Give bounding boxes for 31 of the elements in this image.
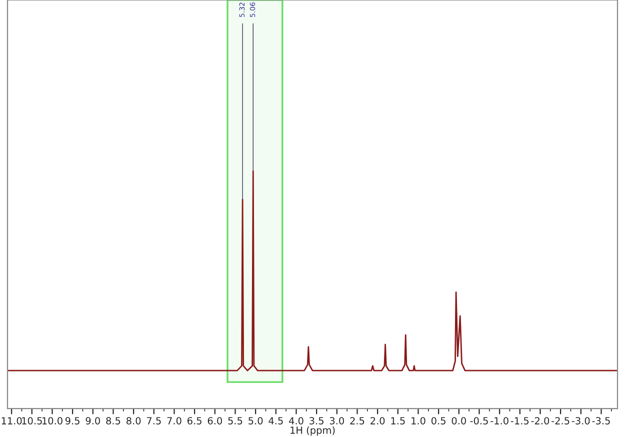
x-tick-label: 2.5: [350, 417, 364, 424]
x-tick-label: 8.5: [106, 417, 120, 424]
x-tick-label: 5.0: [248, 417, 263, 424]
x-tick-label: -3.5: [592, 417, 610, 424]
x-tick-label: 5.5: [228, 417, 242, 424]
x-tick-label: 4.0: [288, 417, 304, 424]
x-tick-label: 7.5: [146, 417, 161, 424]
x-tick-label: 10.0: [42, 417, 62, 424]
x-tick-label: 3.0: [330, 417, 344, 424]
x-tick-label: -3.0: [572, 417, 590, 424]
x-tick-label: 2.0: [370, 417, 385, 424]
x-tick-label: 0.0: [452, 417, 466, 424]
x-tick-label: 1.5: [391, 417, 405, 424]
x-tick-label: 8.0: [126, 417, 141, 424]
x-tick-label: 3.5: [310, 417, 324, 424]
x-tick-label: 6.0: [208, 417, 222, 424]
x-tick-label: 9.0: [86, 417, 100, 424]
x-tick-label: -1.5: [510, 417, 529, 424]
x-tick-label: 4.5: [268, 417, 283, 424]
x-tick-label: -2.0: [531, 417, 550, 424]
x-tick-label: -1.0: [490, 417, 508, 424]
x-tick-label: 6.5: [188, 417, 202, 424]
x-tick-label: 11.0: [2, 417, 22, 424]
x-tick-label: -0.5: [470, 417, 488, 424]
x-tick-label: 0.5: [431, 417, 446, 424]
x-axis-title: 1H (ppm): [290, 426, 335, 436]
x-tick-label: -2.5: [552, 417, 570, 424]
x-tick-label: 7.0: [167, 417, 182, 424]
x-tick-label: 1.0: [412, 417, 426, 424]
x-tick-label: 10.5: [22, 417, 42, 424]
x-tick-label: 9.5: [65, 417, 80, 424]
